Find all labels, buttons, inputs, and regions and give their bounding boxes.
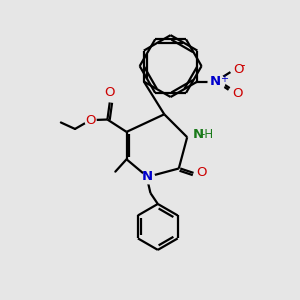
Text: N: N: [210, 75, 221, 88]
Text: +: +: [220, 74, 228, 84]
Text: N: N: [142, 170, 153, 183]
Text: O: O: [85, 114, 96, 127]
Text: N: N: [193, 128, 204, 141]
Text: -: -: [240, 59, 244, 72]
Text: O: O: [104, 86, 115, 99]
Text: -H: -H: [200, 128, 214, 141]
Text: O: O: [233, 63, 244, 76]
Text: O: O: [196, 167, 207, 179]
Text: O: O: [232, 86, 243, 100]
